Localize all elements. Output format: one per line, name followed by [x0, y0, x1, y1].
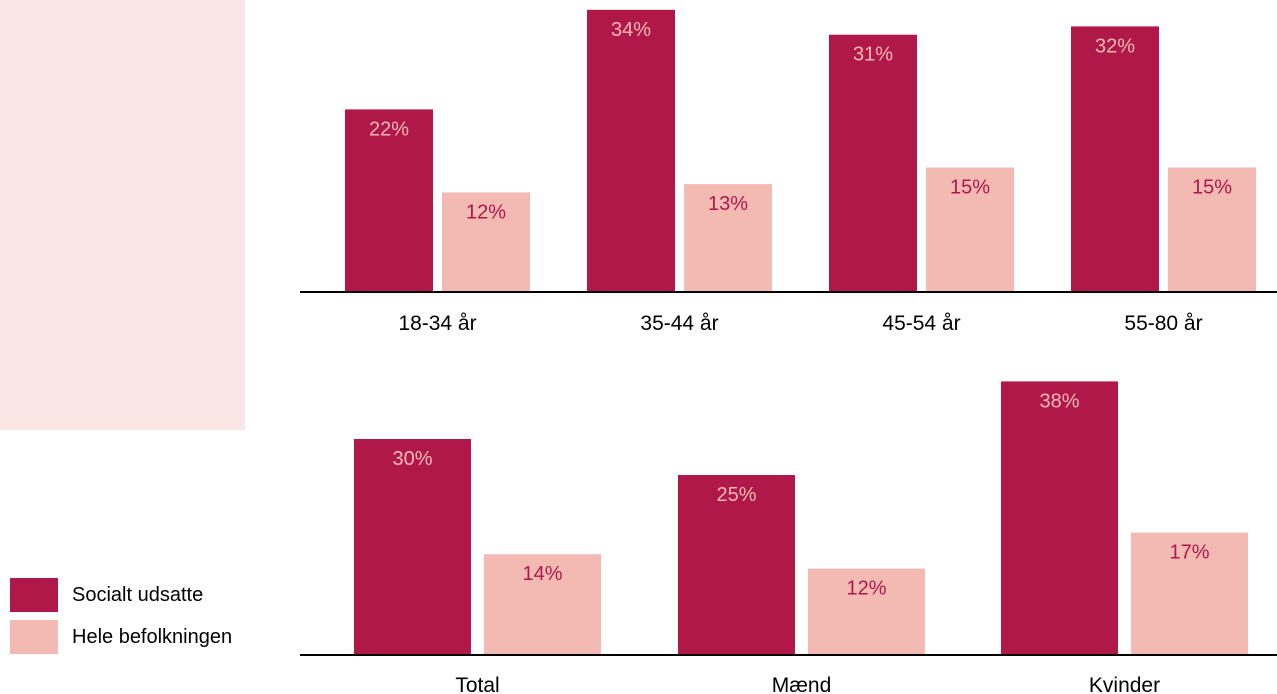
legend-swatch-socialt-udsatte	[10, 578, 58, 612]
bar-socialt-udsatte	[1071, 26, 1159, 293]
bar-hele-befolkningen	[1131, 532, 1248, 655]
legend-swatch-hele-befolkningen	[10, 620, 58, 654]
legend-item-socialt-udsatte: Socialt udsatte	[10, 578, 232, 612]
bar-socialt-udsatte	[345, 109, 433, 293]
data-label: 12%	[466, 201, 506, 223]
bar-hele-befolkningen	[808, 568, 925, 655]
category-label: Kvinder	[1089, 674, 1160, 694]
data-label: 13%	[708, 193, 748, 215]
bar-socialt-udsatte	[354, 439, 471, 655]
bar-hele-befolkningen	[684, 184, 772, 292]
data-label: 22%	[369, 118, 409, 140]
bar-hele-befolkningen	[926, 167, 1014, 292]
legend-label-socialt-udsatte: Socialt udsatte	[72, 583, 204, 606]
bar-socialt-udsatte	[829, 34, 917, 292]
bar-hele-befolkningen	[484, 554, 601, 655]
data-label: 30%	[392, 448, 432, 470]
legend-item-hele-befolkningen: Hele befolkningen	[10, 620, 232, 654]
data-label: 31%	[853, 44, 893, 66]
legend: Socialt udsatte Hele befolkningen	[10, 578, 232, 662]
data-label: 12%	[846, 578, 886, 600]
data-label: 15%	[950, 177, 990, 199]
category-label: Total	[455, 674, 499, 694]
bar-hele-befolkningen	[1168, 167, 1256, 292]
legend-label-hele-befolkningen: Hele befolkningen	[72, 625, 233, 648]
bar-socialt-udsatte	[587, 9, 675, 293]
category-label: Mænd	[772, 674, 832, 694]
bar-hele-befolkningen	[442, 192, 530, 292]
data-label: 14%	[522, 563, 562, 585]
data-label: 17%	[1169, 542, 1209, 564]
background-panel	[0, 0, 245, 430]
data-label: 34%	[611, 19, 651, 41]
bar-socialt-udsatte	[678, 475, 795, 655]
bar-socialt-udsatte	[1001, 381, 1118, 655]
category-label: 35-44 år	[640, 312, 718, 335]
data-label: 15%	[1192, 177, 1232, 199]
category-label: 18-34 år	[398, 312, 476, 335]
category-label: 45-54 år	[882, 312, 960, 335]
data-label: 38%	[1039, 390, 1079, 412]
data-label: 25%	[716, 484, 756, 506]
data-label: 32%	[1095, 35, 1135, 57]
category-label: 55-80 år	[1124, 312, 1202, 335]
